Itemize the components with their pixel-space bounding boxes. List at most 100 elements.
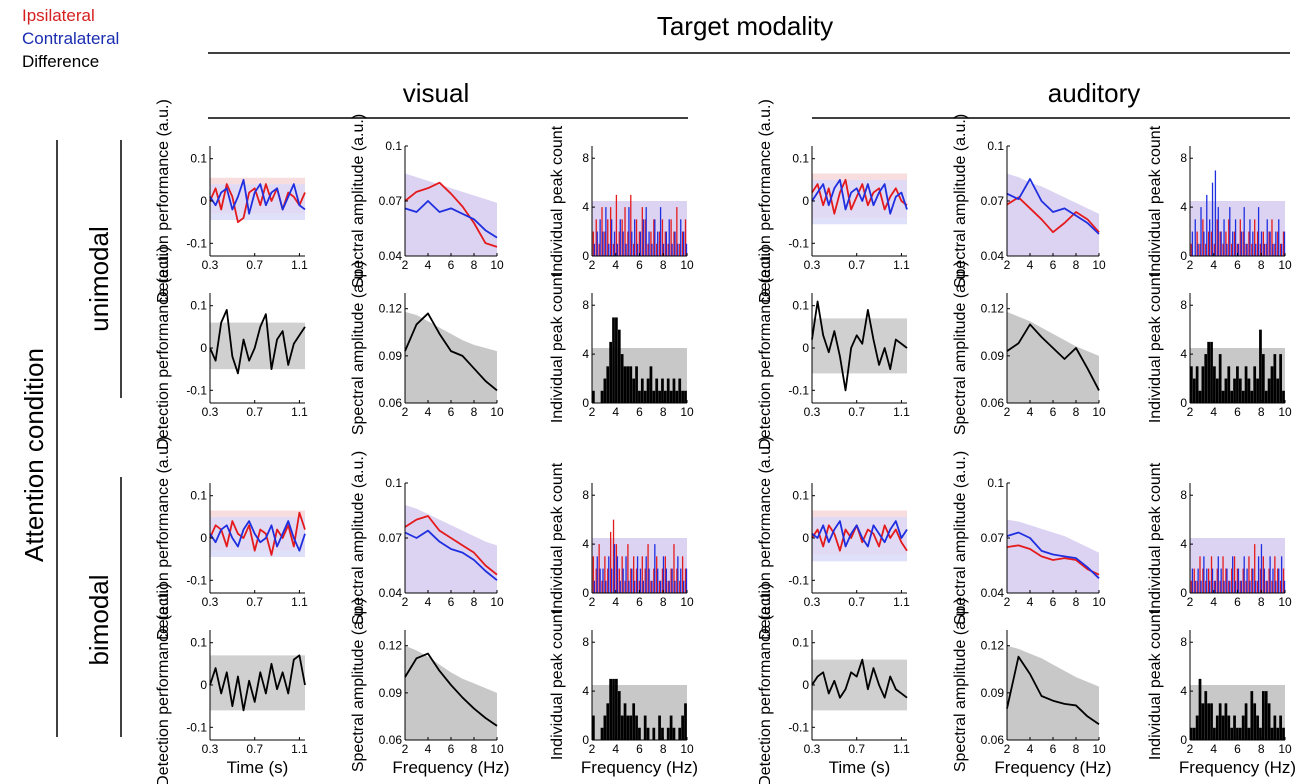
panel-auditory-unimodal-peaks-ipsi-contra: 2 4 6 8 10 0 4 8 Individual peak count (1147, 125, 1292, 276)
bar-ipsilateral (624, 580, 626, 593)
bar-ipsilateral (630, 568, 632, 593)
bar-difference (1215, 378, 1219, 403)
y-tick-label: 0 (582, 249, 589, 263)
bar-difference (600, 390, 604, 403)
bar-ipsilateral (684, 568, 687, 593)
bar-ipsilateral (1274, 243, 1276, 256)
x-tick-label: 2 (402, 595, 409, 609)
bar-contralateral (1260, 544, 1263, 593)
x-tick-label: 0.3 (202, 742, 219, 756)
y-axis-label: Spectral amplitude (a.u.) (952, 261, 969, 435)
bar-difference (1233, 715, 1236, 740)
y-tick-label: 0 (582, 733, 589, 747)
x-tick-label: 6 (636, 595, 643, 609)
bar-ipsilateral (1279, 580, 1282, 593)
y-tick-label: 0.09 (981, 686, 1005, 700)
bar-ipsilateral (1196, 580, 1198, 593)
panel-visual-unimodal-peaks-difference: 2 4 6 8 10 0 4 8 Individual peak count (549, 272, 694, 423)
bar-ipsilateral (656, 556, 658, 593)
bar-difference (612, 317, 615, 403)
bar-contralateral (1200, 207, 1202, 256)
bar-contralateral (1194, 580, 1196, 593)
bar-contralateral (1263, 243, 1265, 256)
bar-ipsilateral (1251, 243, 1253, 256)
x-tick-label: 0.3 (202, 595, 219, 609)
bar-contralateral (1237, 243, 1240, 256)
bar-ipsilateral (1225, 568, 1227, 593)
x-tick-label: 2 (1004, 742, 1011, 756)
bar-difference (1244, 703, 1248, 740)
band-ipsi-auditory-bimodal-time-ipsi-contra (812, 510, 907, 517)
x-tick-label: 0.7 (246, 742, 263, 756)
bar-contralateral (659, 207, 662, 256)
x-tick-label: 2 (402, 742, 409, 756)
bar-difference (666, 727, 670, 740)
bar-difference (1201, 703, 1205, 740)
bar-contralateral (1266, 580, 1268, 593)
x-tick-label: 8 (1258, 405, 1265, 419)
x-axis-label: Frequency (Hz) (581, 758, 698, 777)
bar-contralateral (628, 207, 630, 256)
x-tick-label: 2 (589, 258, 596, 272)
bar-contralateral (1214, 580, 1217, 593)
y-axis-label: Individual peak count (549, 609, 566, 760)
y-tick-label: 4 (1180, 537, 1187, 551)
bar-difference (603, 715, 607, 740)
y-tick-label: 8 (582, 488, 589, 502)
bar-contralateral (1243, 556, 1245, 593)
y-tick-label: 4 (1180, 200, 1187, 214)
bar-contralateral (1197, 568, 1199, 593)
bar-ipsilateral (650, 231, 652, 256)
x-tick-label: 6 (448, 742, 455, 756)
bar-difference (658, 715, 661, 740)
bar-difference (1198, 678, 1202, 740)
y-tick-label: 0.1 (385, 476, 402, 490)
bar-contralateral (654, 219, 656, 256)
x-tick-label: 10 (680, 405, 694, 419)
bar-ipsilateral (658, 580, 661, 593)
bar-ipsilateral (1231, 568, 1233, 593)
y-tick-label: 0 (1180, 586, 1187, 600)
bar-difference (1270, 366, 1274, 403)
bar-ipsilateral (1196, 231, 1198, 256)
y-tick-label: -0.1 (788, 236, 809, 250)
y-axis-label: Spectral amplitude (a.u.) (952, 451, 969, 625)
band-contra-visual-bimodal-time-ipsi-contra (210, 550, 305, 558)
bar-contralateral (611, 219, 613, 256)
bar-difference (1192, 378, 1196, 403)
bar-ipsilateral (661, 219, 664, 256)
bar-difference (1230, 390, 1234, 403)
y-tick-label: 0.1 (385, 139, 402, 153)
bar-contralateral (674, 231, 676, 256)
bar-difference (1236, 727, 1239, 740)
bar-difference (1210, 341, 1213, 403)
bar-ipsilateral (656, 243, 658, 256)
bar-ipsilateral (1225, 231, 1227, 256)
x-tick-label: 8 (1258, 258, 1265, 272)
y-tick-label: -0.1 (186, 383, 207, 397)
bar-ipsilateral (1210, 231, 1213, 256)
bar-contralateral (1206, 194, 1208, 256)
bar-contralateral (1275, 580, 1277, 593)
series-line-difference (1006, 655, 1100, 726)
x-tick-label: 0.7 (848, 258, 865, 272)
y-axis-label: Detection performance (a.u.) (155, 246, 172, 450)
bar-ipsilateral (1213, 243, 1216, 256)
bar-contralateral (1269, 231, 1271, 256)
bar-ipsilateral (598, 243, 600, 256)
y-tick-label: -0.1 (788, 573, 809, 587)
bar-difference (1282, 390, 1285, 403)
bar-difference (1279, 715, 1282, 740)
bar-ipsilateral (592, 556, 595, 593)
x-tick-label: 2 (1187, 258, 1194, 272)
bar-difference (643, 390, 647, 403)
x-tick-label: 8 (1073, 405, 1080, 419)
bar-ipsilateral (633, 243, 635, 256)
bar-contralateral (651, 243, 653, 256)
y-tick-label: 4 (582, 537, 589, 551)
bar-ipsilateral (670, 568, 672, 593)
y-axis-label: Individual peak count (549, 272, 566, 423)
x-tick-label: 6 (1050, 258, 1057, 272)
x-tick-label: 10 (490, 742, 504, 756)
bar-difference (1259, 727, 1262, 740)
